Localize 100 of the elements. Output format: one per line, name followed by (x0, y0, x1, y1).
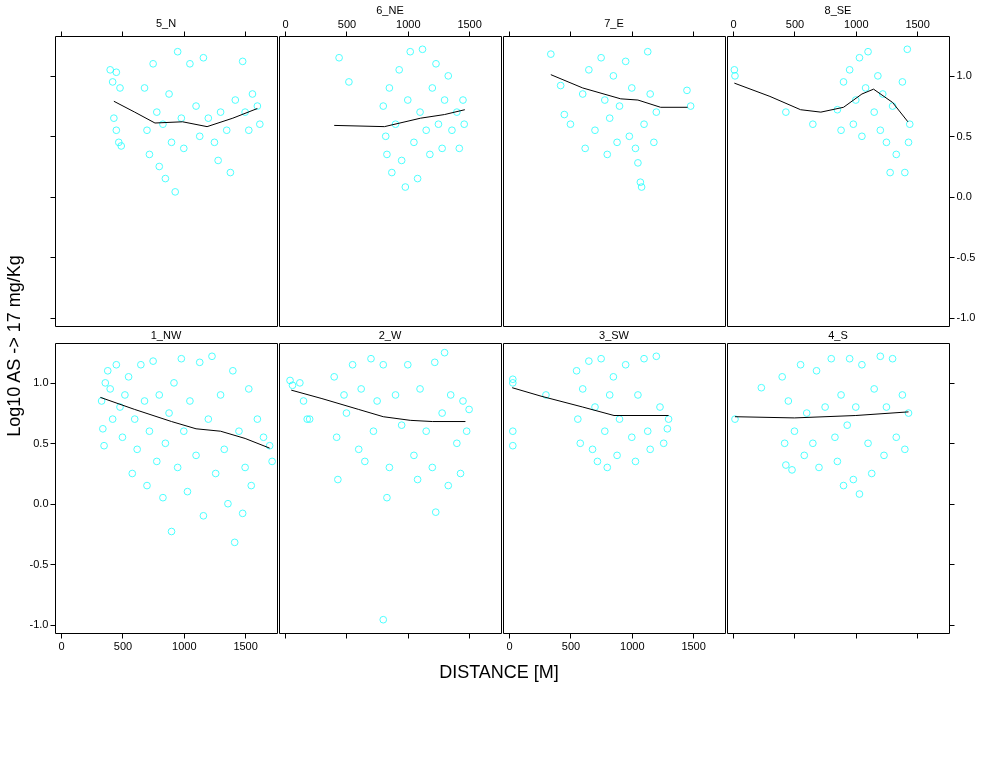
point (452, 108, 461, 116)
chart-title: 6_NE (376, 4, 404, 16)
point (603, 150, 612, 159)
point (216, 391, 225, 399)
point (348, 360, 357, 369)
point (778, 372, 787, 381)
point (591, 403, 599, 411)
point (159, 120, 167, 129)
point (296, 379, 304, 387)
point (878, 90, 887, 98)
point (605, 114, 614, 123)
point (849, 120, 858, 129)
point (167, 527, 176, 536)
point (731, 72, 739, 80)
point (757, 383, 766, 392)
point (149, 59, 157, 68)
y-tick-label: -0.5 (29, 557, 49, 570)
point (631, 457, 640, 466)
point (265, 441, 274, 450)
point (452, 439, 461, 448)
y-tick-label: 0.0 (33, 497, 49, 510)
point (192, 451, 200, 460)
point (410, 138, 418, 147)
point (646, 90, 655, 98)
point (357, 385, 366, 393)
point (625, 132, 634, 141)
point (640, 120, 648, 129)
point (335, 53, 343, 62)
point (831, 433, 839, 442)
point (354, 445, 363, 454)
x-tick-label: 500 (785, 17, 805, 30)
point (782, 108, 790, 116)
point (870, 108, 879, 116)
chart-title: 3_SW (599, 329, 630, 341)
point (809, 120, 817, 129)
point (867, 469, 876, 478)
point (137, 360, 145, 369)
point (905, 120, 914, 129)
y-axis-title: Log10 AS -> 17 mg/Kg (4, 255, 24, 437)
point (112, 360, 121, 369)
point (208, 352, 216, 361)
point (106, 65, 115, 74)
y-tick-label: 0.5 (33, 436, 49, 449)
point (730, 65, 739, 74)
point (118, 433, 127, 442)
y-tick-label: -0.5 (956, 250, 976, 263)
point (149, 357, 157, 365)
point (179, 427, 188, 436)
x-tick-label: 1500 (233, 639, 258, 652)
point (255, 120, 264, 129)
point (664, 415, 673, 423)
point (882, 138, 891, 147)
point (133, 445, 142, 454)
point (228, 366, 237, 375)
point (864, 47, 872, 56)
point (97, 397, 106, 405)
point (173, 463, 182, 472)
point (613, 138, 621, 147)
point (882, 403, 891, 411)
point (880, 451, 888, 460)
point (659, 439, 668, 448)
point (214, 156, 222, 165)
point (837, 391, 845, 399)
point (413, 174, 422, 183)
point (361, 457, 369, 466)
point (379, 102, 388, 110)
point (116, 403, 124, 411)
point (114, 138, 123, 147)
point (410, 451, 418, 460)
point (876, 352, 885, 361)
point (663, 424, 672, 433)
point (183, 487, 192, 496)
point (861, 84, 870, 92)
point (588, 445, 597, 454)
point (231, 96, 240, 104)
point (173, 47, 182, 56)
point (165, 409, 173, 417)
point (874, 72, 882, 80)
point (192, 102, 200, 110)
point (332, 433, 341, 442)
point (224, 499, 232, 508)
x-tick-label: 1000 (844, 17, 869, 30)
point (100, 441, 108, 450)
point (299, 397, 308, 405)
x-tick-label: 1500 (457, 17, 482, 30)
x-tick-label: 0 (730, 17, 737, 30)
point (637, 183, 646, 191)
point (585, 357, 593, 365)
point (391, 120, 400, 129)
point (416, 385, 424, 393)
point (430, 358, 439, 367)
point (161, 439, 170, 448)
point (591, 126, 599, 135)
point (448, 126, 456, 135)
point (241, 108, 249, 116)
point (886, 168, 894, 177)
point (112, 68, 121, 77)
point (238, 57, 247, 66)
point (288, 381, 297, 390)
point (821, 403, 829, 411)
